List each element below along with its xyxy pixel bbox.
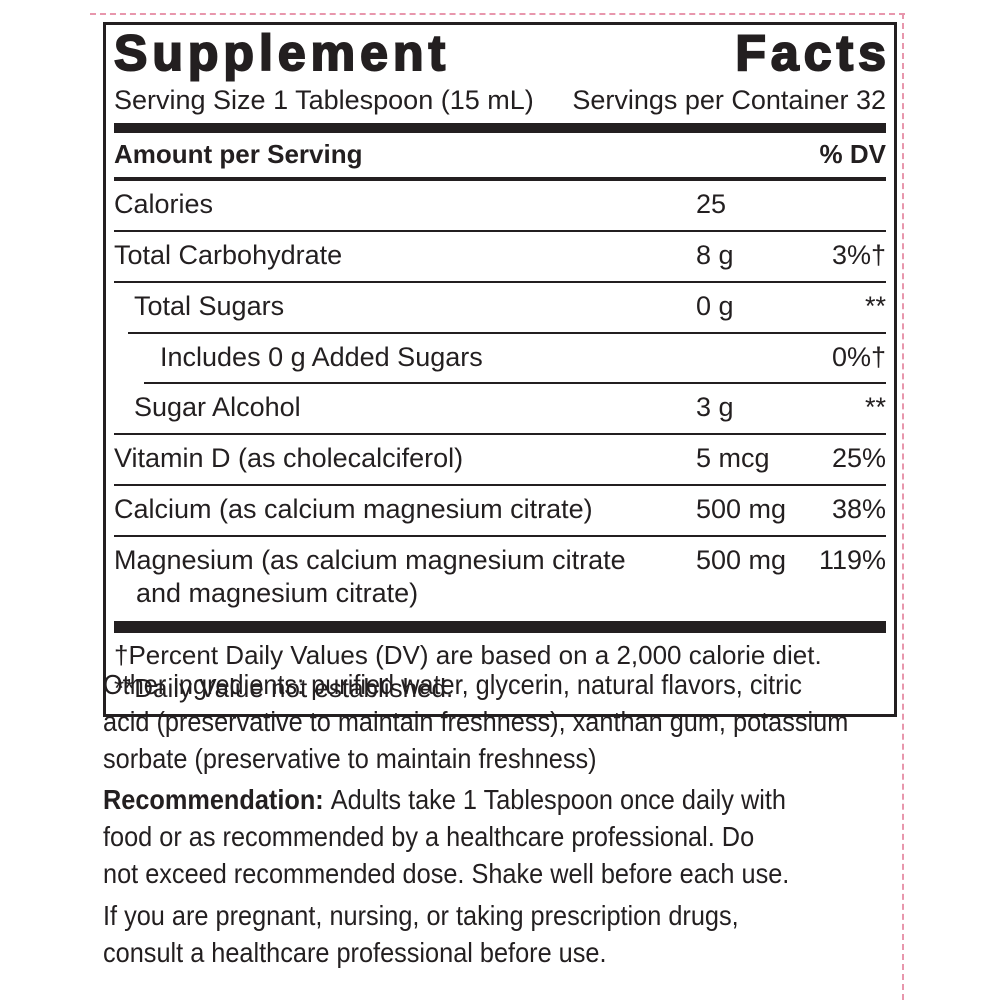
nutrient-row: Total Sugars 0 g ** bbox=[114, 283, 886, 332]
nutrient-label: Magnesium (as calcium magnesium citrate a… bbox=[114, 544, 626, 609]
nutrient-row: Magnesium (as calcium magnesium citrate a… bbox=[114, 537, 886, 620]
nutrient-dv: ** bbox=[864, 392, 886, 423]
panel-title-word-1: Supplement bbox=[113, 25, 451, 81]
paragraph-line: Other ingredients: purified water, glyce… bbox=[103, 669, 802, 700]
nutrient-label: Calcium (as calcium magnesium citrate) bbox=[114, 493, 593, 524]
nutrient-label: Vitamin D (as cholecalciferol) bbox=[114, 443, 464, 474]
nutrient-label: Total Sugars bbox=[134, 290, 285, 321]
paragraph-line: acid (preservative to maintain freshness… bbox=[103, 706, 849, 737]
other-ingredients-paragraph: Other ingredients: purified water, glyce… bbox=[103, 666, 903, 777]
percent-dv-header: % DV bbox=[819, 139, 886, 170]
serving-info-row: Serving Size 1 Tablespoon (15 mL) Servin… bbox=[114, 84, 886, 116]
supplement-facts-panel: Supplement Facts Serving Size 1 Tablespo… bbox=[103, 22, 897, 717]
nutrient-amount: 0 g bbox=[696, 290, 734, 321]
nutrient-dv: 0%† bbox=[831, 341, 886, 372]
nutrient-amount: 3 g bbox=[696, 392, 734, 423]
nutrient-dv: 25% bbox=[831, 443, 886, 474]
separator-rule bbox=[114, 230, 886, 233]
pregnancy-warning-paragraph: If you are pregnant, nursing, or taking … bbox=[103, 897, 903, 971]
nutrient-row: Vitamin D (as cholecalciferol) 5 mcg 25% bbox=[114, 435, 886, 484]
paragraph-lead: Recommendation: bbox=[103, 784, 331, 815]
nutrient-row: Calcium (as calcium magnesium citrate) 50… bbox=[114, 486, 886, 535]
nutrient-row: Calories 25 bbox=[114, 181, 886, 230]
paragraph-line: food or as recommended by a healthcare p… bbox=[103, 821, 755, 852]
separator-rule bbox=[114, 280, 886, 283]
recommendation-paragraph: Recommendation: Adults take 1 Tablespoon… bbox=[103, 781, 903, 892]
separator-rule bbox=[128, 331, 886, 334]
nutrient-amount: 25 bbox=[696, 189, 727, 220]
paragraph-line: Recommendation: Adults take 1 Tablespoon… bbox=[103, 784, 786, 815]
nutrient-label: Total Carbohydrate bbox=[114, 240, 343, 271]
nutrient-amount: 8 g bbox=[696, 240, 734, 271]
footnote-line: **Daily Value not established. bbox=[114, 673, 454, 704]
amount-per-serving-header: Amount per Serving bbox=[114, 139, 363, 170]
nutrient-row: Sugar Alcohol 3 g ** bbox=[114, 384, 886, 433]
nutrient-row: Includes 0 g Added Sugars 0%† bbox=[114, 334, 886, 383]
thick-divider-bottom bbox=[114, 621, 886, 634]
paragraph-line: not exceed recommended dose. Shake well … bbox=[103, 858, 790, 889]
nutrient-dv: 38% bbox=[831, 493, 886, 524]
footnotes: †Percent Daily Values (DV) are based on … bbox=[114, 633, 886, 706]
nutrient-amount: 5 mcg bbox=[696, 443, 770, 474]
panel-title: Supplement Facts bbox=[113, 25, 887, 81]
footnote-line: †Percent Daily Values (DV) are based on … bbox=[114, 640, 822, 671]
nutrient-dv: 119% bbox=[818, 544, 886, 575]
nutrient-row: Total Carbohydrate 8 g 3%† bbox=[114, 232, 886, 281]
thick-divider-top bbox=[114, 123, 886, 134]
separator-rule bbox=[114, 534, 886, 537]
nutrient-dv: ** bbox=[864, 290, 886, 321]
nutrient-label: Sugar Alcohol bbox=[134, 392, 301, 423]
separator-rule bbox=[114, 483, 886, 486]
nutrient-amount: 500 mg bbox=[696, 544, 787, 575]
column-header-row: Amount per Serving % DV bbox=[114, 133, 886, 182]
serving-size-text: Serving Size 1 Tablespoon (15 mL) bbox=[114, 85, 534, 115]
nutrient-label: Calories bbox=[114, 189, 214, 220]
nutrient-amount: 500 mg bbox=[696, 493, 787, 524]
separator-rule bbox=[144, 382, 886, 385]
panel-title-word-2: Facts bbox=[734, 25, 891, 81]
nutrient-rows: Calories 25 Total Carbohydrate 8 g 3%† Total … bbox=[114, 181, 886, 619]
paragraph-line: consult a healthcare professional before… bbox=[103, 937, 607, 968]
servings-per-container-text: Servings per Container 32 bbox=[572, 85, 886, 115]
nutrient-label: Includes 0 g Added Sugars bbox=[160, 341, 483, 372]
diecut-line-top bbox=[90, 13, 905, 15]
paragraph-line: sorbate (preservative to maintain freshn… bbox=[103, 743, 597, 774]
diecut-line-right bbox=[902, 13, 904, 1000]
paragraph-line: If you are pregnant, nursing, or taking … bbox=[103, 900, 739, 931]
separator-rule bbox=[114, 433, 886, 436]
nutrient-dv: 3%† bbox=[831, 240, 886, 271]
